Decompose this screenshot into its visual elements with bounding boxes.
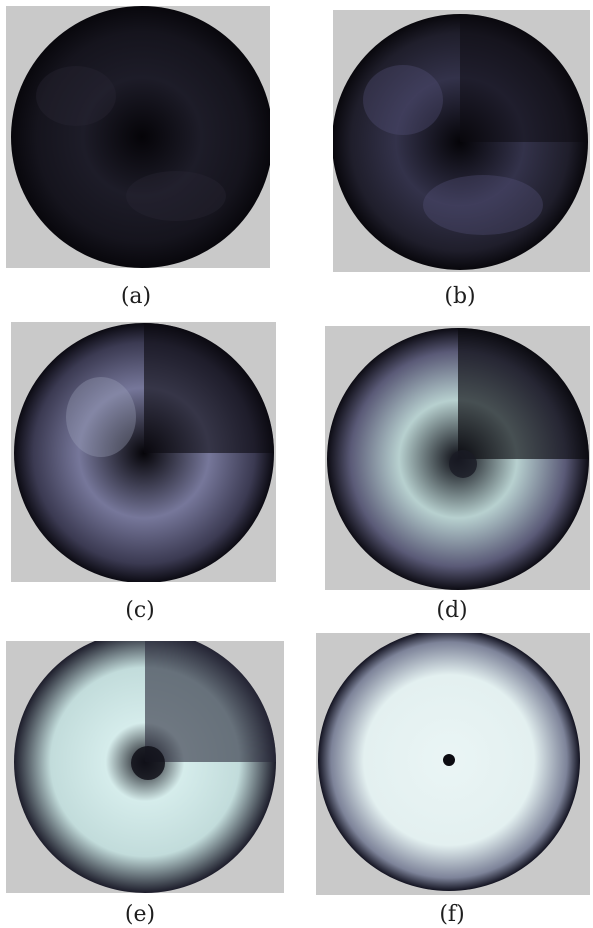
disk-image-f	[318, 633, 580, 891]
panel-c	[11, 322, 276, 582]
panel-e	[6, 641, 284, 893]
caption-e: (e)	[124, 902, 156, 927]
panel-a	[6, 6, 270, 268]
panel-d	[325, 326, 590, 590]
disk-image-d	[327, 328, 589, 590]
disk-image-a	[11, 6, 270, 268]
disk-image-c	[14, 323, 274, 582]
caption-a: (a)	[120, 284, 152, 309]
caption-c: (c)	[125, 598, 155, 623]
caption-f: (f)	[439, 902, 465, 927]
caption-b: (b)	[444, 284, 476, 309]
panel-b	[333, 10, 590, 272]
disk-image-b	[333, 14, 588, 270]
panel-f	[316, 633, 590, 895]
caption-d: (d)	[436, 598, 468, 623]
disk-image-e	[14, 641, 276, 893]
